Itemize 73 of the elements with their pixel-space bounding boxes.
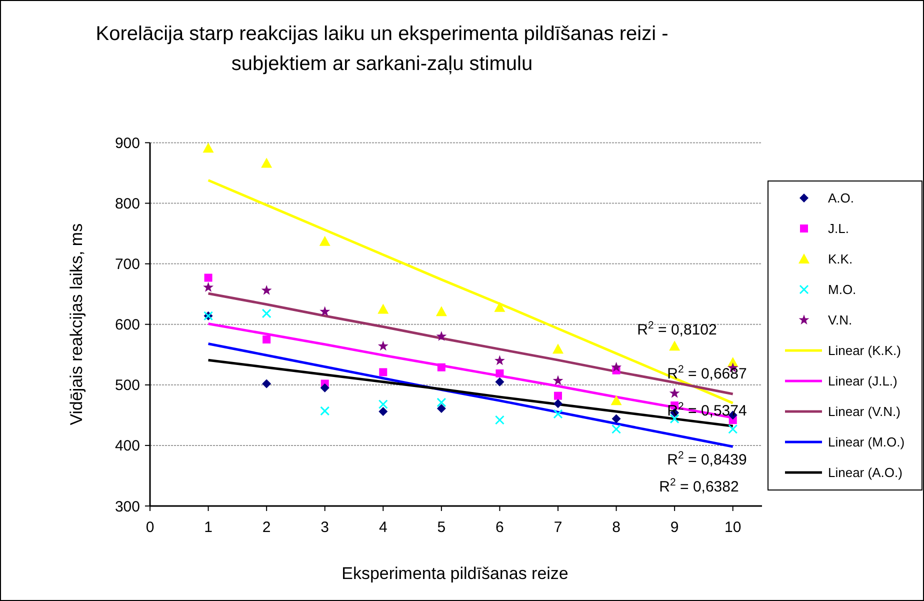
chart-title: Korelācija starp reakcijas laiku un eksperimenta pildīšanas reizi - subjektiem ar sarkani-zaļu stimulu [96, 23, 668, 75]
point [320, 406, 330, 416]
point [436, 398, 446, 408]
legend-label: A.O. [828, 190, 854, 206]
point [554, 399, 562, 408]
point [611, 362, 622, 372]
x-tick-label: 3 [320, 519, 330, 536]
point [553, 409, 563, 419]
point [612, 424, 622, 434]
point [612, 414, 621, 424]
point [494, 302, 506, 312]
point [202, 142, 214, 153]
x-tick-label: 6 [496, 519, 504, 536]
point [494, 415, 504, 425]
y-axis-title: Vidējais reakcijas laiks, ms [67, 223, 86, 426]
point [496, 369, 504, 378]
point [261, 284, 272, 295]
point [261, 158, 272, 168]
point [320, 383, 330, 392]
legend-label: J.L. [828, 221, 849, 236]
x-tick-label: 8 [612, 519, 620, 536]
point [436, 306, 447, 316]
legend-label: Linear (M.O.) [828, 434, 905, 450]
annotation: R$^{2}$ = 0,8439 [667, 449, 747, 468]
x-tick-label: 0 [146, 519, 154, 536]
point [379, 368, 388, 376]
y-tick-label: 900 [114, 134, 140, 152]
point [436, 330, 447, 341]
x-tick-label: 5 [437, 519, 446, 536]
point [262, 379, 272, 388]
legend-label: M.O. [828, 282, 856, 298]
y-tick-label: 500 [114, 377, 140, 394]
legend-label: Linear (K.K.) [828, 343, 901, 358]
point [669, 340, 680, 351]
point [319, 236, 330, 246]
point [552, 375, 564, 386]
legend-label: V.N. [828, 312, 852, 328]
point [204, 274, 212, 282]
x-tick-label: 1 [204, 519, 212, 536]
legend-label: K.K. [828, 252, 853, 267]
y-tick-label: 300 [114, 498, 140, 516]
annotation: R$^{2}$ = 0,6382 [659, 476, 739, 496]
point [437, 363, 446, 372]
point [495, 377, 504, 386]
x-axis-title: Eksperimenta pildīšanas reize [342, 564, 568, 583]
x-tick-label: 7 [554, 519, 562, 536]
point [728, 424, 738, 434]
point [669, 388, 680, 398]
x-tick-label: 10 [724, 519, 742, 536]
x-tick-label: 9 [670, 519, 679, 536]
x-tick-label: 4 [378, 519, 388, 536]
x-tick-label: 2 [262, 519, 271, 536]
point [610, 395, 622, 406]
point [436, 404, 446, 414]
y-tick-label: 700 [114, 256, 140, 274]
legend-label: Linear (V.N.) [828, 404, 900, 420]
legend-label: Linear (A.O.) [828, 465, 902, 480]
point [262, 335, 271, 344]
annotation: R$^{2}$ = 0,8102 [637, 319, 717, 338]
point [378, 304, 389, 314]
point [203, 282, 214, 292]
legend-label: Linear (J.L.) [828, 374, 898, 389]
point [262, 308, 272, 318]
point [378, 400, 388, 410]
point [378, 340, 388, 351]
y-tick-label: 800 [114, 196, 140, 212]
point [554, 392, 562, 400]
point [494, 355, 505, 366]
point [378, 407, 388, 416]
point [320, 306, 330, 316]
y-tick-label: 600 [114, 316, 140, 334]
point [552, 344, 564, 354]
y-tick-label: 400 [114, 438, 140, 455]
